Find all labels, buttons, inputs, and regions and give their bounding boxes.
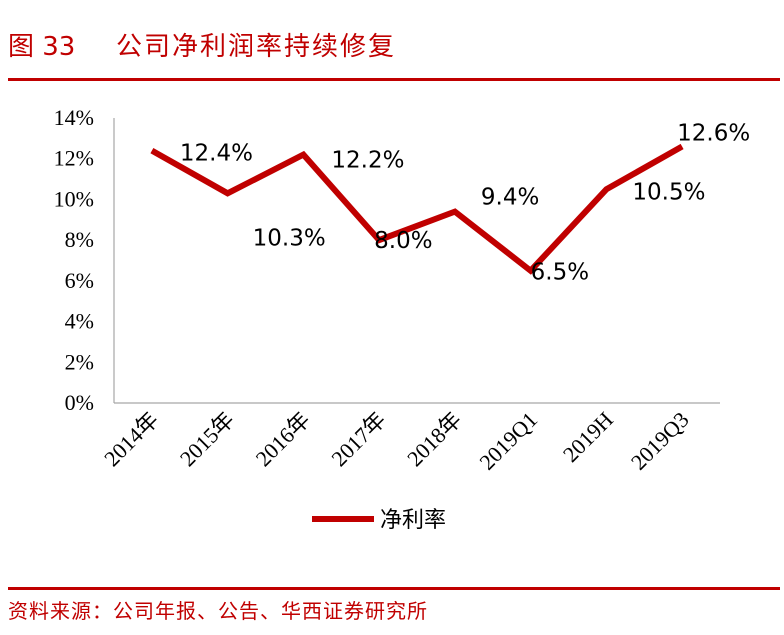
y-tick-label: 10% (54, 186, 94, 211)
series-group (150, 143, 684, 275)
y-axis-ticks: 0% 2% 4% 6% 8% 10% 12% 14% (54, 105, 94, 415)
data-label: 12.4% (180, 141, 253, 167)
x-axis-ticks: 2014年 2015年 2016年 2017年 2018年 2019Q1 2019H 2019… (99, 407, 694, 475)
x-tick-label: 2019H (558, 407, 618, 467)
data-label: 10.3% (253, 225, 326, 251)
y-tick-label: 14% (54, 105, 94, 130)
x-tick-label: 2018年 (402, 407, 466, 471)
bottom-divider (8, 587, 780, 590)
x-tick-label: 2016年 (251, 407, 315, 471)
y-tick-label: 2% (65, 349, 94, 374)
x-tick-label: 2019Q3 (626, 407, 694, 475)
data-labels: 12.4% 10.3% 12.2% 8.0% 9.4% 6.5% 10.5% 12.6% (180, 121, 750, 286)
y-tick-label: 12% (54, 146, 94, 171)
figure-header: 图 33 公司净利润率持续修复 (8, 18, 776, 68)
legend-label: 净利率 (380, 508, 446, 533)
data-label: 10.5% (632, 179, 705, 205)
x-tick-label: 2014年 (99, 407, 163, 471)
y-tick-label: 4% (65, 309, 94, 334)
source-note: 资料来源：公司年报、公告、华西证券研究所 (8, 599, 428, 623)
data-label: 8.0% (374, 228, 432, 254)
top-divider (8, 78, 780, 81)
series-line (150, 143, 684, 275)
y-tick-label: 0% (65, 390, 94, 415)
data-label: 9.4% (481, 185, 539, 211)
data-label: 12.2% (331, 148, 404, 174)
legend: 净利率 (312, 508, 446, 533)
y-tick-label: 8% (65, 227, 94, 252)
x-tick-label: 2019Q1 (474, 407, 542, 475)
chart-axes (113, 118, 720, 404)
x-tick-label: 2015年 (175, 407, 239, 471)
x-tick-label: 2017年 (326, 407, 390, 471)
data-label: 12.6% (677, 121, 750, 147)
data-label: 6.5% (531, 260, 589, 286)
y-tick-label: 6% (65, 268, 94, 293)
figure-title: 公司净利润率持续修复 (116, 32, 397, 62)
figure-number: 图 33 (8, 32, 76, 62)
